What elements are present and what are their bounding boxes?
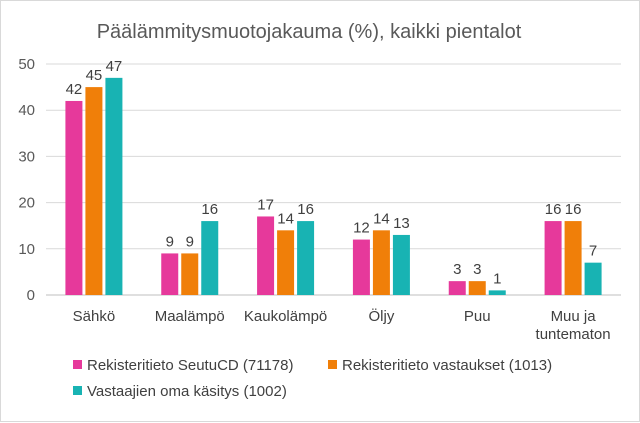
y-tick-label: 0 bbox=[27, 287, 35, 304]
data-label: 16 bbox=[545, 201, 562, 218]
data-label: 9 bbox=[186, 233, 194, 250]
data-label: 9 bbox=[166, 233, 174, 250]
data-label: 17 bbox=[257, 196, 274, 213]
data-label: 12 bbox=[353, 220, 370, 237]
data-label: 13 bbox=[393, 215, 410, 232]
data-label: 16 bbox=[297, 201, 314, 218]
y-tick-label: 40 bbox=[18, 102, 35, 119]
legend-swatch bbox=[73, 360, 82, 369]
bar bbox=[161, 253, 179, 295]
data-label: 16 bbox=[201, 201, 218, 218]
bar bbox=[85, 87, 103, 295]
bar bbox=[277, 230, 295, 295]
y-tick-label: 20 bbox=[18, 195, 35, 212]
data-label: 47 bbox=[106, 58, 123, 75]
legend-label: Rekisteritieto vastaukset (1013) bbox=[342, 357, 552, 374]
y-axis-ticks: 0 10 20 30 40 50 bbox=[18, 56, 35, 304]
data-label: 3 bbox=[473, 261, 481, 278]
y-tick-label: 30 bbox=[18, 148, 35, 165]
bar bbox=[544, 221, 562, 295]
data-label: 16 bbox=[565, 201, 582, 218]
x-axis-categories: Sähkö Maalämpö Kaukolämpö Öljy Puu Muu jatunt… bbox=[73, 307, 611, 343]
bar bbox=[392, 234, 410, 295]
data-label: 3 bbox=[453, 261, 461, 278]
x-category-label: Maalämpö bbox=[155, 308, 225, 325]
x-category-label: Sähkö bbox=[73, 308, 116, 325]
x-category-label: Muu ja bbox=[551, 308, 597, 325]
bar bbox=[257, 216, 275, 295]
bar bbox=[468, 281, 486, 295]
bar bbox=[448, 281, 466, 295]
bar bbox=[488, 290, 506, 295]
bar bbox=[584, 262, 602, 295]
data-label: 14 bbox=[373, 210, 390, 227]
x-category-label: Kaukolämpö bbox=[244, 308, 327, 325]
y-tick-label: 10 bbox=[18, 241, 35, 258]
bar bbox=[181, 253, 199, 295]
bar bbox=[297, 221, 315, 295]
legend-label: Rekisteritieto SeutuCD (71178) bbox=[87, 357, 293, 374]
legend-swatch bbox=[73, 386, 82, 395]
legend: Rekisteritieto SeutuCD (71178) Rekisterit… bbox=[73, 357, 552, 400]
x-category-label: Öljy bbox=[368, 307, 394, 325]
x-category-label: tuntematon bbox=[536, 326, 611, 343]
data-label: 42 bbox=[66, 81, 83, 98]
data-label: 7 bbox=[589, 243, 597, 260]
x-category-label: Puu bbox=[464, 308, 491, 325]
bar bbox=[372, 230, 390, 295]
data-label: 1 bbox=[493, 270, 501, 287]
data-label: 14 bbox=[277, 210, 294, 227]
bar bbox=[105, 77, 123, 295]
y-tick-label: 50 bbox=[18, 56, 35, 73]
data-label: 45 bbox=[86, 67, 103, 84]
bar bbox=[65, 100, 83, 296]
chart-title: Päälämmitysmuotojakauma (%), kaikki pien… bbox=[97, 21, 522, 43]
bar bbox=[352, 239, 370, 295]
bar bbox=[201, 221, 219, 295]
legend-swatch bbox=[328, 360, 337, 369]
bars bbox=[65, 77, 602, 296]
bar bbox=[564, 221, 582, 295]
gridlines bbox=[46, 63, 621, 296]
legend-label: Vastaajien oma käsitys (1002) bbox=[87, 383, 287, 400]
